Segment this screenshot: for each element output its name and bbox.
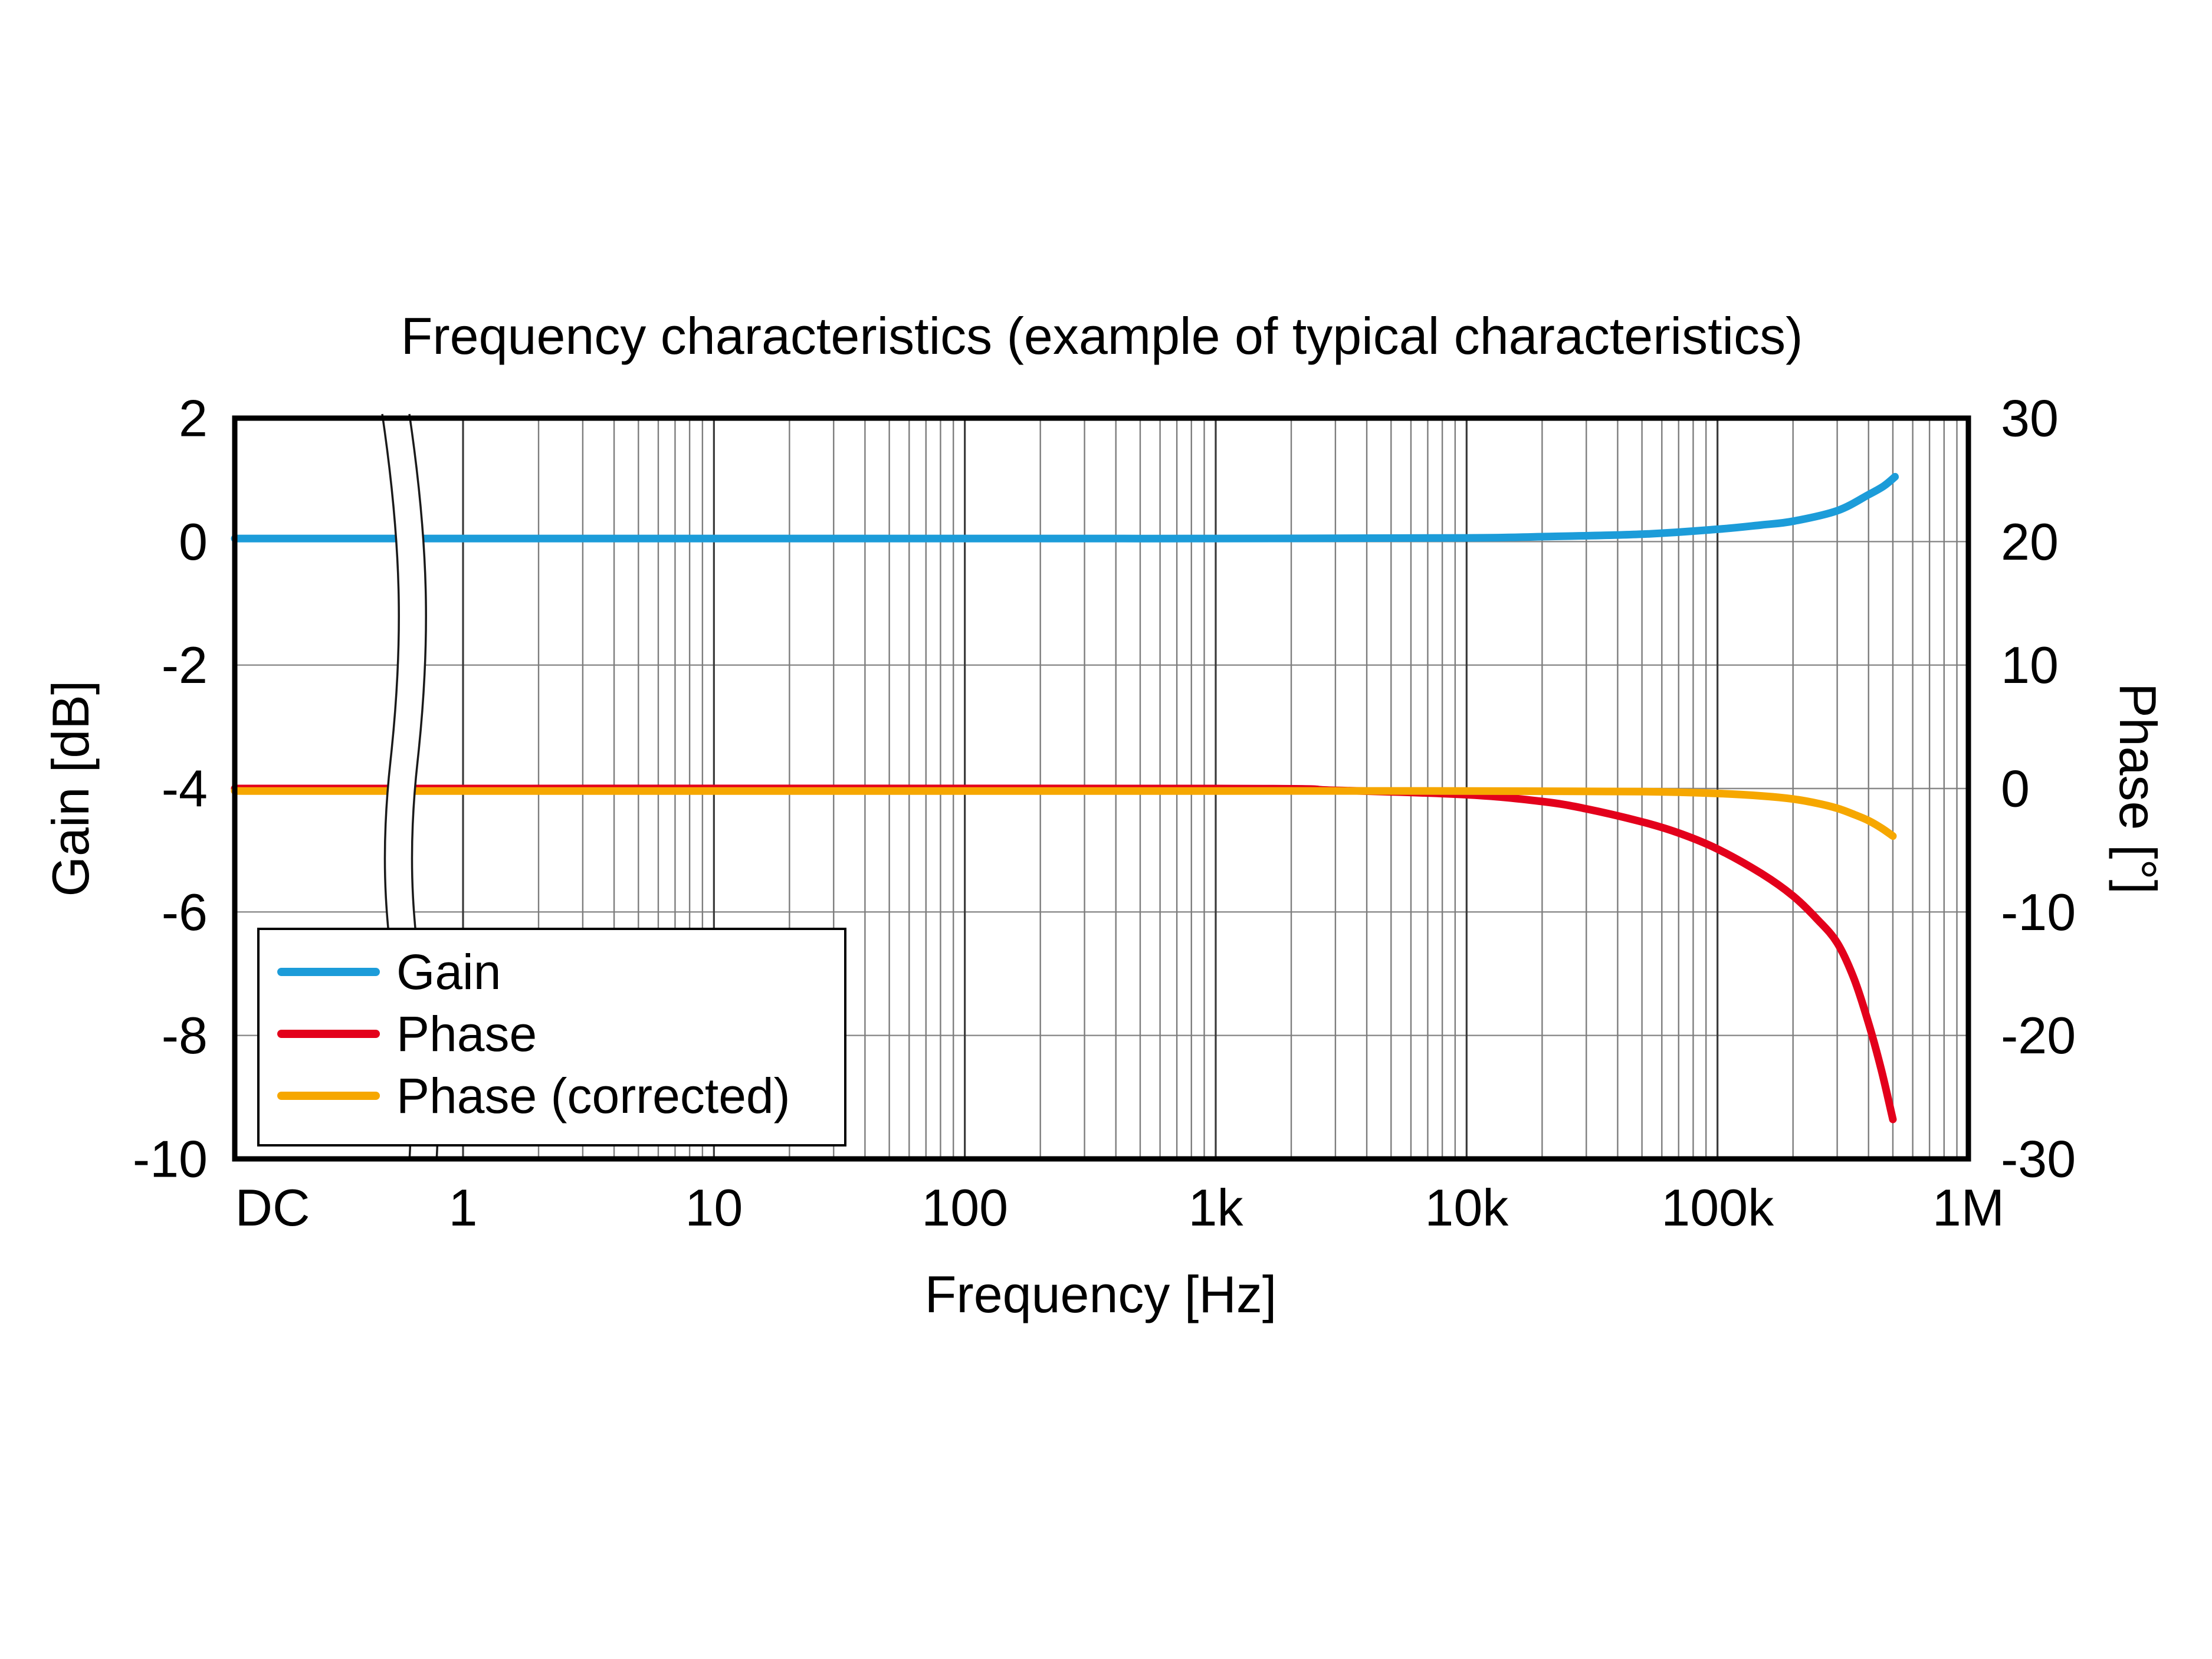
- curve-phase-corrected: [231, 787, 1897, 840]
- y-right-tick-label: 20: [2001, 513, 2059, 571]
- y-right-tick-label: 10: [2001, 636, 2059, 694]
- y-left-tick-label: -4: [162, 760, 208, 818]
- y-left-tick-label: -2: [162, 636, 208, 694]
- legend-entry-label: Gain: [396, 944, 501, 1000]
- y-left-tick-label: 0: [179, 513, 208, 571]
- legend-entry-label: Phase: [396, 1006, 537, 1062]
- plot-border: [232, 415, 1971, 1162]
- x-tick-label: 1k: [1189, 1178, 1244, 1237]
- x-tick-label: DC: [235, 1178, 310, 1237]
- y-right-tick-label: -10: [2001, 883, 2076, 941]
- y-right-tick-label: 0: [2001, 760, 2030, 818]
- x-tick-label: 10k: [1425, 1178, 1509, 1237]
- legend-box: [257, 928, 846, 1146]
- y-left-tick-label: -10: [133, 1130, 208, 1188]
- x-tick-label: 100k: [1661, 1178, 1774, 1237]
- y-right-tick-label: 30: [2001, 389, 2059, 448]
- data-curves: [231, 472, 1899, 1123]
- x-tick-label: 10: [685, 1178, 743, 1237]
- x-tick-label: 1: [449, 1178, 478, 1237]
- x-axis-label: Frequency [Hz]: [925, 1265, 1277, 1323]
- x-tick-label: 100: [921, 1178, 1008, 1237]
- x-tick-label: 1M: [1932, 1178, 2004, 1237]
- curve-gain: [231, 472, 1899, 543]
- y-right-tick-label: -30: [2001, 1130, 2076, 1188]
- y-left-tick-label: -8: [162, 1006, 208, 1065]
- y-axis-right-label: Phase [°]: [2109, 683, 2167, 894]
- legend-entry-label: Phase (corrected): [396, 1068, 790, 1123]
- chart-title: Frequency characteristics (example of ty…: [401, 307, 1803, 365]
- y-right-tick-label: -20: [2001, 1006, 2076, 1065]
- y-left-tick-label: -6: [162, 883, 208, 941]
- y-left-tick-label: 2: [179, 389, 208, 448]
- legend: Gain Phase Phase (corrected): [257, 928, 846, 1146]
- y-axis-left-label: Gain [dB]: [41, 681, 100, 897]
